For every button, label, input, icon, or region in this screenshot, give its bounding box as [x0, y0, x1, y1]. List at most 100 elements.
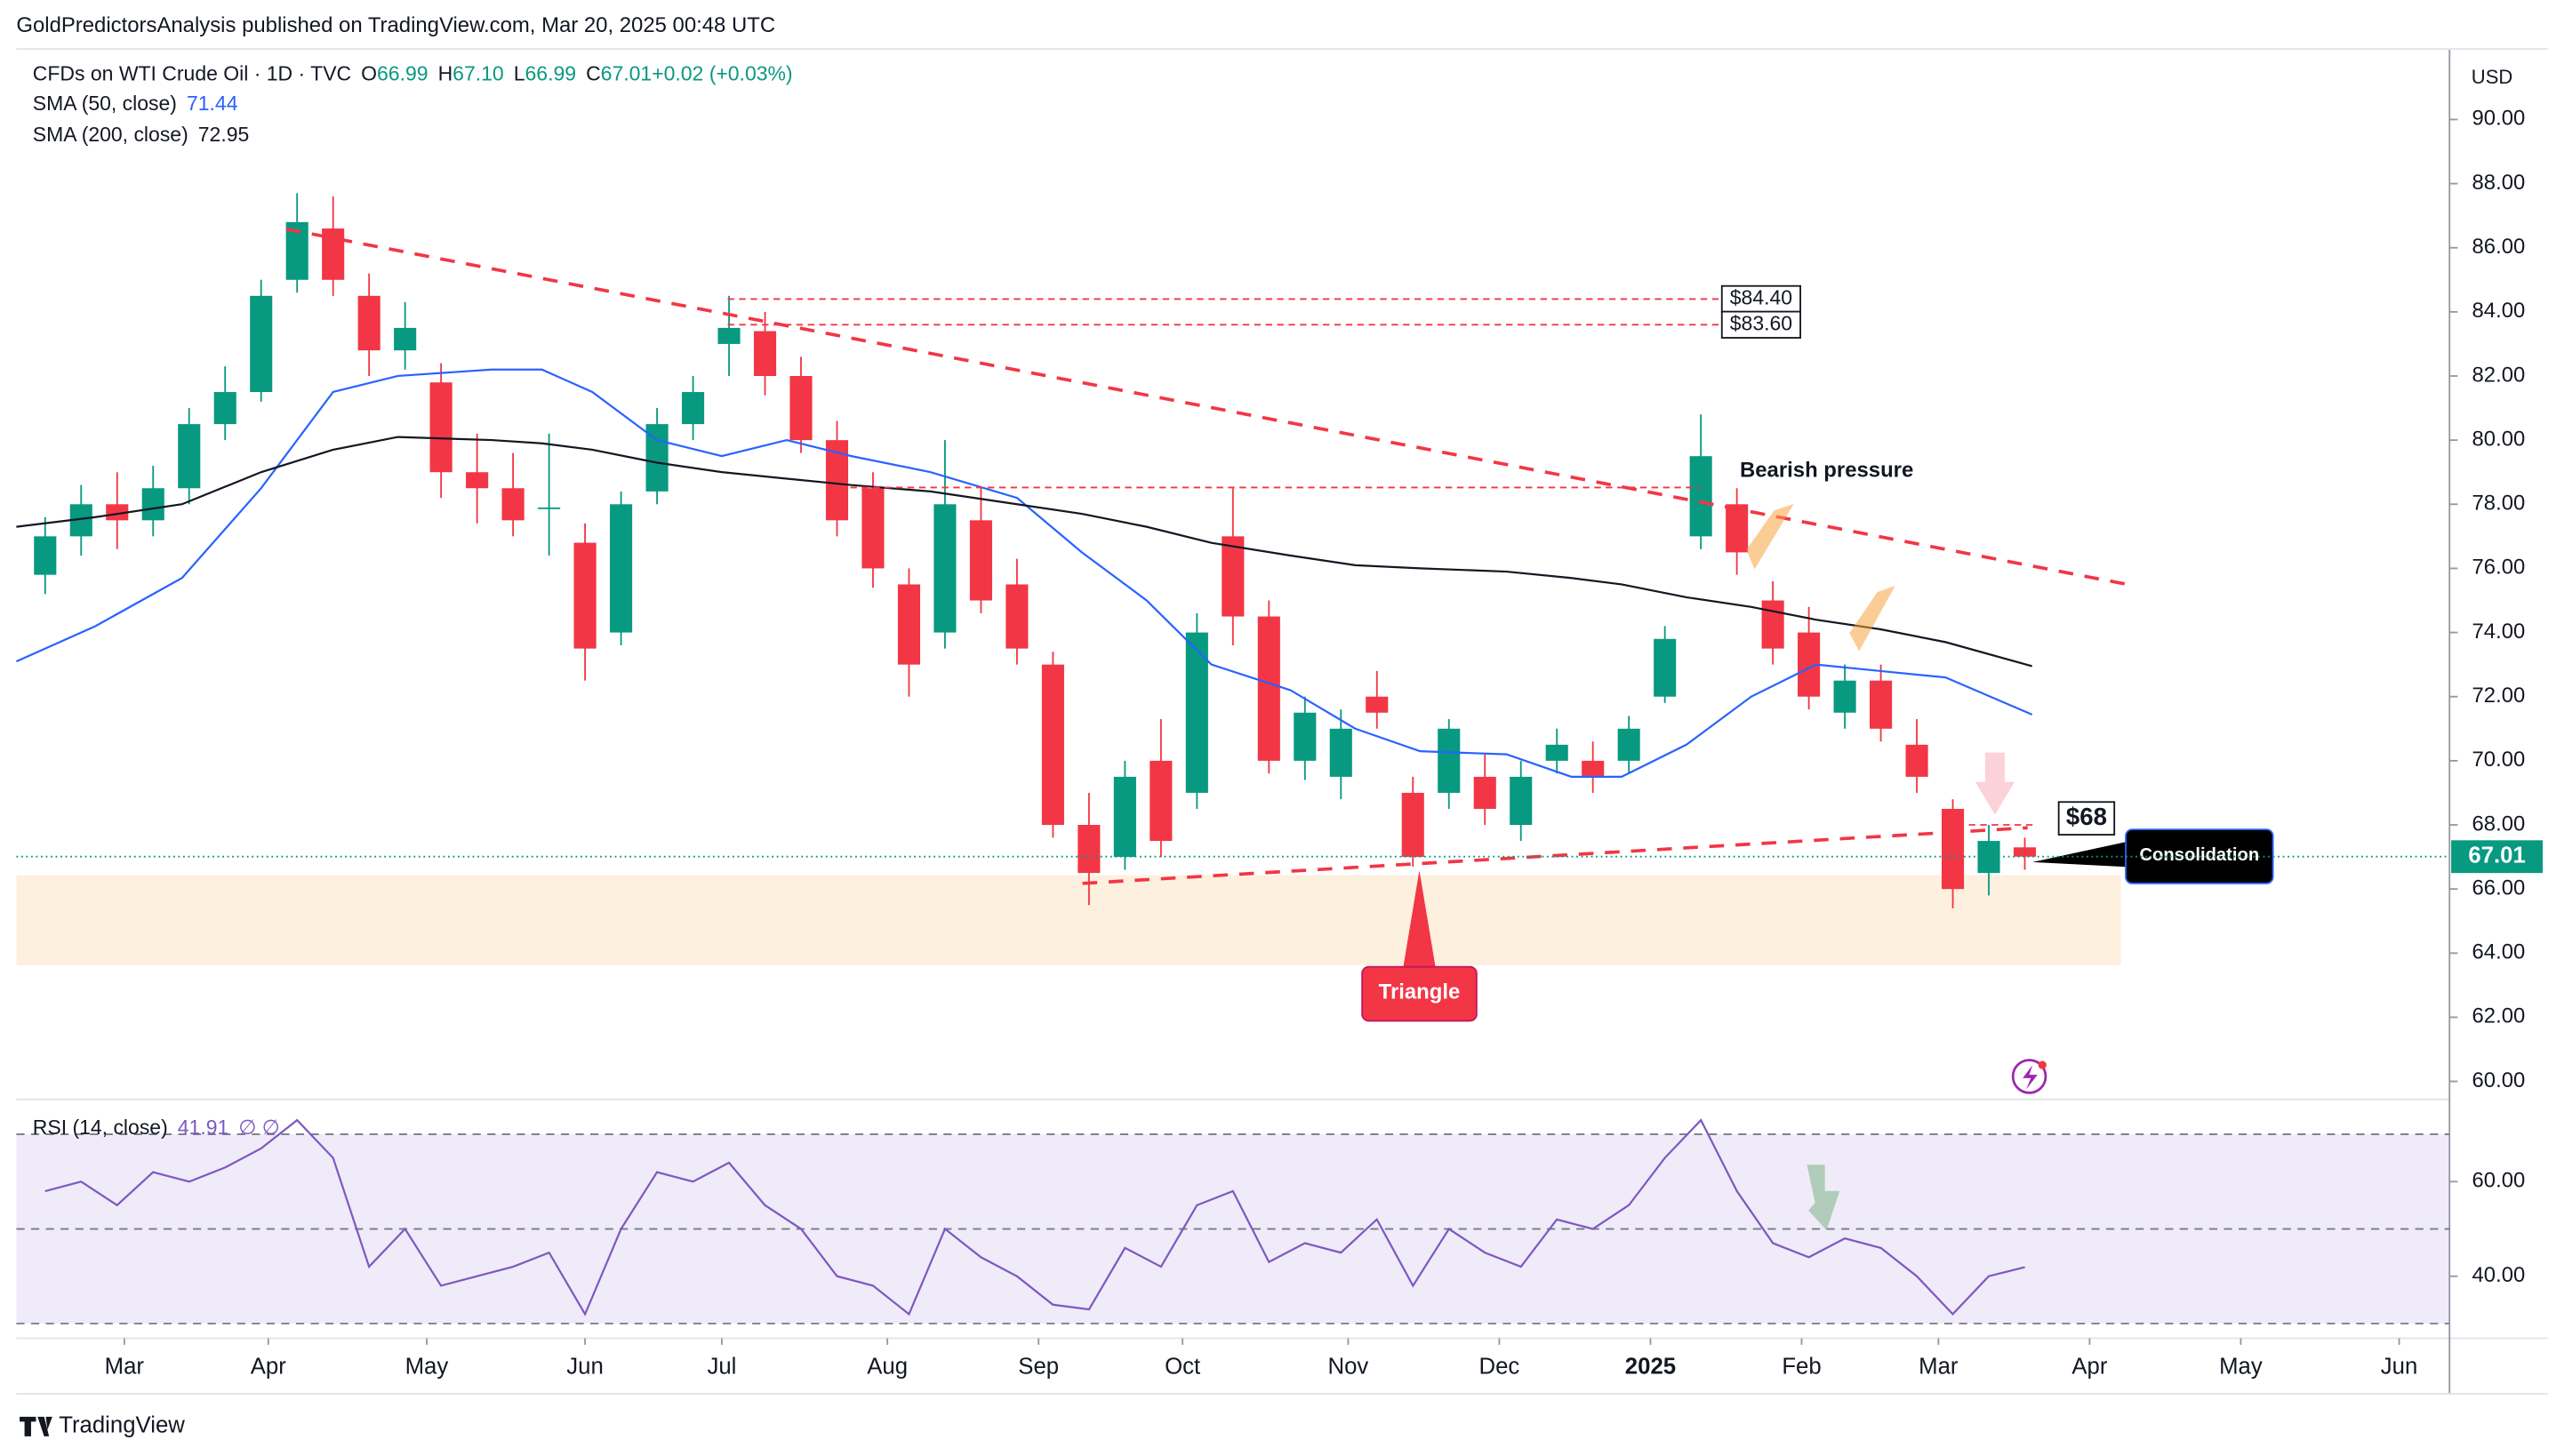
support-zone [16, 875, 2121, 965]
candle-body [1438, 728, 1461, 793]
candle-body [1006, 584, 1029, 649]
candle-body [1905, 744, 1928, 777]
x-tick-label: Apr [251, 1354, 286, 1379]
x-tick-label: Mar [105, 1354, 145, 1379]
x-tick-label: May [405, 1354, 449, 1379]
last-price-box [2451, 840, 2544, 874]
y-tick-label: 78.00 [2472, 492, 2526, 516]
y-tick-label: 80.00 [2472, 427, 2526, 451]
alert-bolt [2023, 1065, 2038, 1090]
candle-body [1833, 680, 1856, 713]
legend-value: 72.95 [198, 123, 250, 146]
candle-body [429, 382, 453, 473]
level-label: $68 [2066, 803, 2107, 830]
candle-body [1545, 744, 1568, 761]
candle-body [1041, 664, 1064, 826]
candle-body [1222, 536, 1245, 617]
y-tick-label: 88.00 [2472, 171, 2526, 195]
legend-entry: SMA (50, close) 71.44 [33, 92, 238, 115]
y-tick-label: 76.00 [2472, 556, 2526, 580]
candle-body [178, 424, 201, 489]
brand: TradingView [59, 1413, 185, 1438]
candle-body [394, 327, 417, 351]
trendline-support [1082, 826, 2028, 885]
candle-body [1113, 776, 1136, 858]
y-tick-label: 64.00 [2472, 940, 2526, 964]
legend-name: SMA (200, close) [33, 123, 188, 146]
y-tick-label: 60.00 [2472, 1068, 2526, 1092]
rsi-line [44, 1118, 2025, 1316]
candle-body [1257, 616, 1280, 761]
level-label-box [2057, 801, 2116, 836]
y-tick-label: 70.00 [2472, 748, 2526, 772]
price-legend: CFDs on WTI Crude Oil · 1D · TVC O66.99 H6… [33, 62, 793, 85]
x-tick-label: Feb [1782, 1354, 1821, 1379]
y-tick-label: 84.00 [2472, 299, 2526, 323]
candle-body [861, 488, 885, 569]
quote-value: 67.01 [601, 62, 653, 85]
candle-body [789, 376, 813, 441]
rsi-value: 41.91 [178, 1116, 229, 1139]
candle-body [1510, 776, 1533, 826]
x-tick-label: Sep [1018, 1354, 1059, 1379]
x-tick-label: Dec [1479, 1354, 1520, 1379]
quote-label: H [438, 62, 453, 85]
candle-body [1078, 825, 1101, 874]
candle-body [1726, 504, 1749, 553]
alert-icon[interactable] [2011, 1059, 2047, 1094]
quote-label: C [586, 62, 601, 85]
candle-body [1941, 808, 1965, 890]
candle-body [1654, 638, 1677, 697]
y-tick-label: 60.00 [2472, 1169, 2526, 1193]
rsi-title: RSI (14, close) [33, 1116, 168, 1139]
y-tick-label: 74.00 [2472, 620, 2526, 644]
candle-body [1185, 632, 1208, 793]
candle-body [933, 504, 957, 633]
candle-body [34, 536, 57, 575]
candle-body [2013, 847, 2037, 857]
y-tick-label: 82.00 [2472, 363, 2526, 387]
publisher: GoldPredictorsAnalysis published on Trad… [16, 13, 775, 37]
legend-value: 71.44 [187, 92, 238, 115]
quote-label: L [514, 62, 525, 85]
candle-body [610, 504, 633, 633]
x-tick-label: 2025 [1625, 1354, 1676, 1379]
candle-body [1150, 760, 1173, 842]
plot-area [15, 193, 2037, 908]
quote-value: 66.99 [377, 62, 429, 85]
legend-entry: SMA (200, close) 72.95 [33, 123, 250, 146]
quote-label: O [361, 62, 377, 85]
rsi-legend: RSI (14, close) 41.91 ∅ ∅ [33, 1116, 280, 1139]
annotation: Triangle [1379, 980, 1461, 1004]
last-price-label: 67.01 [2468, 844, 2525, 868]
x-tick-label: Oct [1165, 1354, 1200, 1379]
candle-body [1870, 680, 1893, 729]
candle-body [250, 295, 273, 393]
candle-body [753, 331, 777, 377]
y-tick-label: 62.00 [2472, 1004, 2526, 1028]
candle-body [1761, 600, 1784, 649]
arrow-orange [1849, 585, 1895, 652]
x-tick-label: Jul [707, 1354, 736, 1379]
level-label: $83.60 [1730, 311, 1792, 334]
candle-body [1617, 728, 1640, 761]
alert-dot [2038, 1060, 2047, 1069]
rsi-extra: ∅ ∅ [238, 1116, 279, 1139]
x-tick-label: Jun [566, 1354, 604, 1379]
brand-logo [20, 1416, 52, 1436]
moving-average [16, 436, 2032, 668]
candle-body [538, 507, 561, 509]
x-tick-label: Aug [867, 1354, 908, 1379]
y-tick-label: 86.00 [2472, 235, 2526, 259]
candle-body [141, 488, 164, 521]
candle-body [1294, 712, 1317, 761]
x-tick-label: Jun [2381, 1354, 2418, 1379]
x-tick-label: Apr [2071, 1354, 2107, 1379]
moving-average [15, 368, 2033, 778]
consolidation-pointer [2032, 840, 2131, 868]
candle-body [213, 392, 236, 425]
legend-name: SMA (50, close) [33, 92, 177, 115]
arrow-green [1807, 1164, 1840, 1231]
triangle-callout [1361, 965, 1478, 1022]
